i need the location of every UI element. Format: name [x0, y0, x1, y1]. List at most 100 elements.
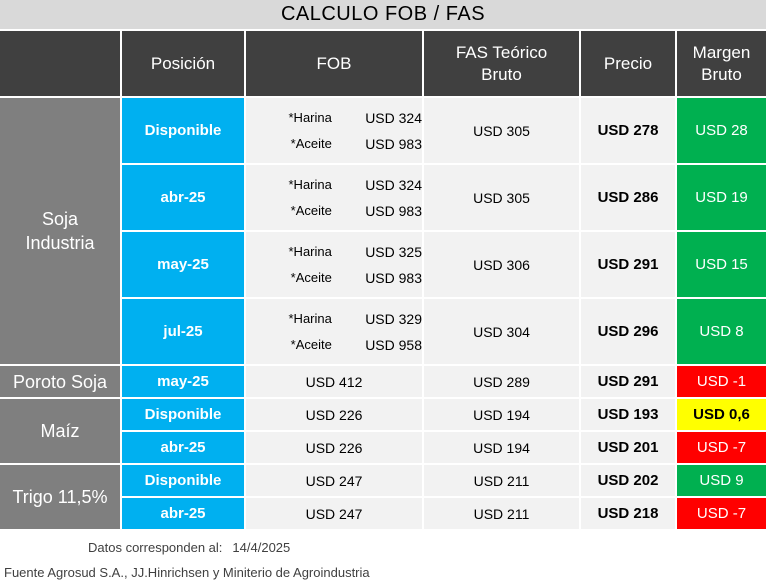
margen-cell: USD 0,6 — [676, 398, 766, 432]
fob-line-harina: *Harina USD 324 — [246, 172, 423, 198]
margen-cell: USD -7 — [676, 497, 766, 531]
footer-datos-label: Datos corresponden al: — [88, 540, 223, 555]
precio-cell: USD 278 — [580, 97, 677, 165]
margen-cell: USD 28 — [676, 97, 766, 165]
fob-cell: *Harina USD 324 *Aceite USD 983 — [245, 97, 424, 165]
fob-cell: USD 247 — [245, 464, 424, 498]
table-row: may-25 *Harina USD 325 *Aceite USD 983 USD 30… — [0, 231, 766, 299]
position-cell: Disponible — [121, 398, 246, 432]
fob-cell: USD 412 — [245, 365, 424, 399]
position-cell: Disponible — [121, 464, 246, 498]
margen-cell: USD 8 — [676, 298, 766, 366]
precio-cell: USD 218 — [580, 497, 677, 531]
header-posicion: Posición — [121, 31, 246, 98]
fob-product-label: *Aceite — [290, 136, 332, 151]
group-soja-industria: Soja Industria — [0, 97, 122, 366]
fas-cell: USD 194 — [423, 398, 581, 432]
precio-cell: USD 201 — [580, 431, 677, 465]
fob-breakdown: *Harina USD 324 *Aceite USD 983 — [246, 101, 423, 161]
fob-cell: USD 226 — [245, 431, 424, 465]
margen-cell: USD -7 — [676, 431, 766, 465]
fob-value: USD 958 — [365, 336, 422, 353]
precio-cell: USD 296 — [580, 298, 677, 366]
fob-product-label: *Aceite — [290, 270, 332, 285]
fob-value: USD 983 — [365, 202, 422, 219]
position-cell: abr-25 — [121, 431, 246, 465]
fob-product-label: *Harina — [288, 110, 332, 125]
group-trigo: Trigo 11,5% — [0, 464, 122, 531]
precio-cell: USD 291 — [580, 231, 677, 299]
fob-line-aceite: *Aceite USD 983 — [246, 265, 422, 291]
group-maiz: Maíz — [0, 398, 122, 465]
fob-cell: *Harina USD 324 *Aceite USD 983 — [245, 164, 424, 232]
footer-source: Fuente Agrosud S.A., JJ.Hinrichsen y Min… — [4, 565, 370, 580]
table-row: abr-25 USD 226 USD 194 USD 201 USD -7 — [0, 431, 766, 465]
fas-cell: USD 305 — [423, 97, 581, 165]
fas-cell: USD 289 — [423, 365, 581, 399]
fob-cell: *Harina USD 325 *Aceite USD 983 — [245, 231, 424, 299]
fob-cell: USD 226 — [245, 398, 424, 432]
fas-cell: USD 211 — [423, 497, 581, 531]
position-cell: Disponible — [121, 97, 246, 165]
footer-date: 14/4/2025 — [232, 540, 291, 555]
fob-line-harina: *Harina USD 324 — [246, 105, 423, 131]
table-row: Soja Industria Disponible *Harina USD 324 *Ac… — [0, 97, 766, 366]
table-body: Soja Industria Disponible *Harina USD 324 *Ac… — [0, 97, 766, 531]
fob-cell: *Harina USD 329 *Aceite USD 958 — [245, 298, 424, 366]
fob-product-label: *Harina — [288, 244, 332, 259]
header-precio: Precio — [580, 31, 677, 98]
header-fob: FOB — [245, 31, 424, 98]
fas-cell: USD 194 — [423, 431, 581, 465]
fas-cell: USD 211 — [423, 464, 581, 498]
header-margen-line2: Bruto — [701, 64, 742, 84]
group-soja-line2: Industria — [25, 233, 95, 253]
header-fas: FAS Teórico Bruto — [423, 31, 581, 98]
fob-fas-table: Posición FOB FAS Teórico Bruto Precio Mar… — [0, 31, 766, 531]
header-margen-line1: Margen — [692, 42, 751, 62]
precio-cell: USD 202 — [580, 464, 677, 498]
fas-cell: USD 305 — [423, 164, 581, 232]
fob-value: USD 325 — [365, 243, 422, 260]
fob-value: USD 983 — [365, 135, 422, 152]
fob-line-harina: *Harina USD 325 — [246, 239, 423, 265]
fob-line-harina: *Harina USD 329 — [246, 306, 423, 332]
fob-line-aceite: *Aceite USD 958 — [246, 332, 422, 358]
fob-line-aceite: *Aceite USD 983 — [246, 198, 422, 224]
precio-cell: USD 291 — [580, 365, 677, 399]
table-title: CALCULO FOB / FAS — [0, 0, 766, 31]
fob-product-label: *Harina — [288, 177, 332, 192]
fob-value: USD 324 — [365, 176, 422, 193]
header-fas-line1: FAS Teórico — [455, 42, 548, 62]
fob-value: USD 329 — [365, 310, 422, 327]
fas-cell: USD 304 — [423, 298, 581, 366]
fas-cell: USD 306 — [423, 231, 581, 299]
position-cell: abr-25 — [121, 497, 246, 531]
fob-cell: USD 247 — [245, 497, 424, 531]
fob-value: USD 324 — [365, 109, 422, 126]
fob-value: USD 983 — [365, 269, 422, 286]
table-row: Maíz Disponible USD 226 USD 194 USD 193 USD 0… — [0, 398, 766, 465]
header-row: Posición FOB FAS Teórico Bruto Precio Mar… — [0, 31, 766, 98]
fob-product-label: *Aceite — [290, 337, 332, 352]
fob-product-label: *Aceite — [290, 203, 332, 218]
table-row: abr-25 USD 247 USD 211 USD 218 USD -7 — [0, 497, 766, 531]
table-row: abr-25 *Harina USD 324 *Aceite USD 983 USD 30… — [0, 164, 766, 232]
table-row: Trigo 11,5% Disponible USD 247 USD 211 USD 2… — [0, 464, 766, 531]
precio-cell: USD 193 — [580, 398, 677, 432]
fob-breakdown: *Harina USD 325 *Aceite USD 983 — [246, 235, 423, 295]
margen-cell: USD 19 — [676, 164, 766, 232]
fob-breakdown: *Harina USD 329 *Aceite USD 958 — [246, 302, 423, 362]
footer-date-note: Datos corresponden al: 14/4/2025 — [88, 540, 290, 555]
fob-line-aceite: *Aceite USD 983 — [246, 131, 422, 157]
group-soja-line1: Soja — [41, 209, 79, 229]
margen-cell: USD 9 — [676, 464, 766, 498]
header-margen: Margen Bruto — [676, 31, 766, 98]
position-cell: may-25 — [121, 365, 246, 399]
margen-cell: USD 15 — [676, 231, 766, 299]
position-cell: may-25 — [121, 231, 246, 299]
precio-cell: USD 286 — [580, 164, 677, 232]
position-cell: abr-25 — [121, 164, 246, 232]
table-row: Poroto Soja may-25 USD 412 USD 289 USD 291 US… — [0, 365, 766, 399]
group-poroto-soja: Poroto Soja — [0, 365, 122, 399]
fob-breakdown: *Harina USD 324 *Aceite USD 983 — [246, 168, 423, 228]
